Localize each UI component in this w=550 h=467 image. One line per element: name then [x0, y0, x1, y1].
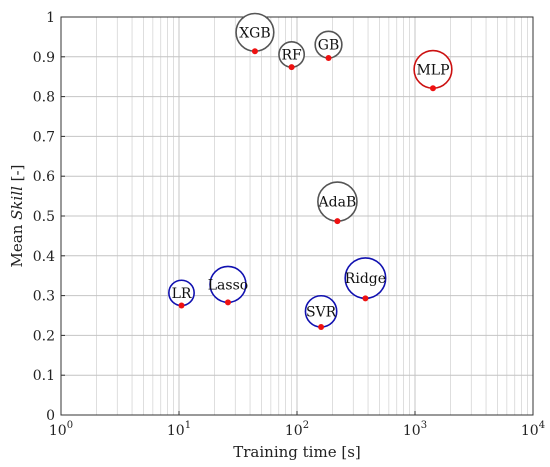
x-tick-exponent: 1 [185, 420, 191, 431]
x-tick-base: 10 [403, 423, 421, 439]
y-axis-title-italic: Skill [8, 186, 26, 220]
x-tick-label: 100 [49, 420, 73, 439]
data-point-marker [325, 54, 332, 61]
x-tick-base: 10 [521, 423, 539, 439]
x-tick-base: 10 [49, 423, 67, 439]
x-tick-exponent: 4 [539, 420, 545, 431]
data-point-marker [362, 295, 369, 302]
y-tick-label: 0.1 [33, 368, 55, 384]
model-label: AdaB [318, 195, 357, 211]
y-axis-title-prefix: Mean [8, 220, 26, 268]
y-tick-label: 0.6 [33, 169, 55, 185]
y-tick-label: 0.2 [33, 328, 55, 344]
x-tick-label: 104 [521, 420, 545, 439]
data-point-gb: GB [314, 30, 343, 61]
y-axis-title: Mean Skill [-] [8, 165, 26, 268]
data-point-marker [288, 64, 295, 71]
x-tick-base: 10 [285, 423, 303, 439]
grid [60, 16, 533, 416]
y-tick-label: 0.9 [33, 50, 55, 66]
y-tick-label: 0 [46, 408, 55, 424]
data-point-ridge: Ridge [344, 257, 387, 302]
data-point-marker [178, 302, 185, 309]
x-tick-label: 101 [167, 420, 191, 439]
x-tick-exponent: 0 [67, 420, 73, 431]
y-tick-label: 0.7 [33, 129, 55, 145]
model-label: LR [172, 286, 192, 302]
x-tick-label: 102 [285, 420, 309, 439]
model-label: Lasso [208, 277, 248, 293]
model-label: GB [318, 38, 339, 54]
data-point-rf: RF [278, 41, 306, 71]
data-point-marker [334, 218, 341, 225]
data-point-marker [251, 48, 258, 55]
x-tick-exponent: 2 [303, 420, 309, 431]
x-tick-exponent: 3 [421, 420, 427, 431]
model-label: MLP [416, 62, 449, 78]
data-point-lr: LR [168, 279, 195, 309]
x-axis-title: Training time [s] [233, 443, 361, 461]
y-tick-label: 0.4 [33, 249, 55, 265]
model-label: Ridge [345, 271, 386, 287]
y-tick-label: 0.8 [33, 90, 55, 106]
model-label: RF [281, 47, 302, 63]
data-point-mlp: MLP [413, 49, 453, 92]
data-point-xgb: XGB [235, 12, 275, 55]
data-point-marker [318, 324, 325, 331]
x-tick-base: 10 [167, 423, 185, 439]
model-label: SVR [306, 304, 337, 320]
axis-ticks: 100 101 102 103 10400.10.20.30.40.50.60.70.8… [33, 10, 545, 439]
data-point-lasso: Lasso [208, 265, 248, 306]
y-tick-label: 0.3 [33, 289, 55, 305]
model-label: XGB [239, 25, 270, 41]
data-point-svr: SVR [304, 294, 338, 331]
data-marks: LR Lasso SVR Ridge XGB RF GB AdaB MLP [168, 12, 453, 331]
data-point-adab: AdaB [317, 181, 358, 225]
y-tick-label: 1 [46, 10, 55, 26]
x-tick-label: 103 [403, 420, 427, 439]
y-axis-title-suffix: [-] [8, 165, 26, 187]
data-point-marker [224, 299, 231, 306]
data-point-marker [429, 85, 436, 92]
y-tick-label: 0.5 [33, 209, 55, 225]
